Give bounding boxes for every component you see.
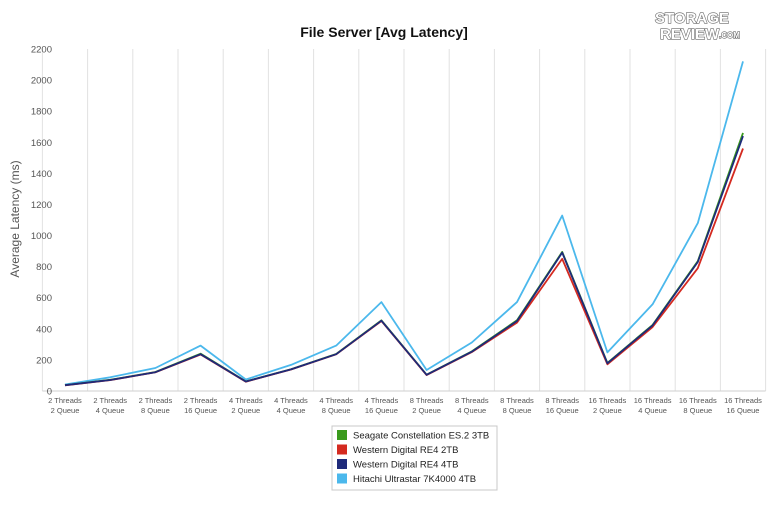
series-line — [64, 61, 744, 386]
x-tick-label: 2 Queue — [51, 406, 80, 415]
legend-label: Western Digital RE4 2TB — [353, 445, 458, 456]
x-tick-label: 2 Threads — [184, 396, 218, 405]
x-tick-label: 4 Threads — [319, 396, 353, 405]
y-tick-label: 2000 — [31, 76, 52, 87]
y-tick-label: 0 — [47, 387, 52, 398]
y-tick-label: 1600 — [31, 138, 52, 149]
x-tick-label: 4 Queue — [277, 406, 306, 415]
x-tick-label: 2 Queue — [412, 406, 441, 415]
series-line — [64, 135, 744, 387]
y-tick-label: 1400 — [31, 169, 52, 180]
x-tick-label: 4 Threads — [229, 396, 263, 405]
y-tick-label: 1800 — [31, 107, 52, 118]
y-tick-label: 1200 — [31, 200, 52, 211]
legend: Seagate Constellation ES.2 3TB Western Di… — [331, 425, 498, 491]
x-tick-label: 16 Threads — [679, 396, 717, 405]
x-tick-label: 8 Threads — [545, 396, 579, 405]
storagereview-logo: STORAGE REVIEW .COM — [654, 9, 740, 43]
series-lines — [64, 61, 744, 387]
x-tick-label: 16 Threads — [724, 396, 762, 405]
legend-label: Seagate Constellation ES.2 3TB — [353, 431, 489, 442]
x-tick-label: 2 Threads — [93, 396, 127, 405]
x-tick-label: 4 Queue — [638, 406, 667, 415]
chart-title: File Server [Avg Latency] — [300, 24, 468, 40]
x-tick-label: 2 Threads — [48, 396, 82, 405]
y-tick-label: 400 — [36, 324, 52, 335]
x-tick-label: 8 Queue — [503, 406, 532, 415]
x-tick-label: 2 Queue — [231, 406, 260, 415]
grid — [41, 49, 767, 392]
y-tick-labels: 0 200 400 600 800 1000 1200 1400 1600 1800 2000 220… — [31, 45, 52, 398]
x-tick-label: 8 Queue — [683, 406, 712, 415]
x-tick-label: 2 Threads — [139, 396, 173, 405]
legend-swatch — [337, 444, 347, 455]
y-tick-label: 1000 — [31, 231, 52, 242]
legend-label: Western Digital RE4 4TB — [353, 460, 458, 471]
legend-swatch — [337, 430, 347, 440]
legend-label: Hitachi Ultrastar 7K4000 4TB — [353, 474, 476, 485]
x-tick-label: 16 Queue — [546, 406, 579, 415]
y-axis-label: Average Latency (ms) — [8, 160, 22, 277]
x-tick-label: 16 Threads — [634, 396, 672, 405]
y-tick-label: 2200 — [31, 45, 52, 56]
x-tick-label: 2 Queue — [593, 406, 622, 415]
x-tick-label: 8 Threads — [500, 396, 534, 405]
x-tick-label: 8 Threads — [455, 396, 489, 405]
legend-swatch — [337, 459, 347, 469]
logo-line-1: STORAGE — [655, 10, 729, 27]
x-tick-label: 16 Threads — [588, 396, 626, 405]
x-tick-label: 16 Queue — [365, 406, 398, 415]
y-tick-label: 800 — [36, 262, 52, 273]
y-tick-label: 200 — [36, 355, 52, 366]
x-tick-label: 16 Queue — [727, 406, 760, 415]
x-tick-label: 4 Threads — [365, 396, 399, 405]
x-tick-label: 4 Queue — [457, 406, 486, 415]
x-tick-label: 8 Queue — [141, 406, 170, 415]
legend-box — [331, 425, 498, 491]
x-tick-label: 8 Threads — [410, 396, 444, 405]
legend-swatch — [337, 473, 347, 484]
x-tick-label: 4 Queue — [96, 406, 125, 415]
x-tick-label: 16 Queue — [184, 406, 217, 415]
y-tick-label: 600 — [36, 293, 52, 304]
logo-suffix: .COM — [719, 31, 740, 40]
x-tick-label: 8 Queue — [322, 406, 351, 415]
logo-line-2: REVIEW — [660, 26, 720, 43]
x-tick-label: 4 Threads — [274, 396, 308, 405]
